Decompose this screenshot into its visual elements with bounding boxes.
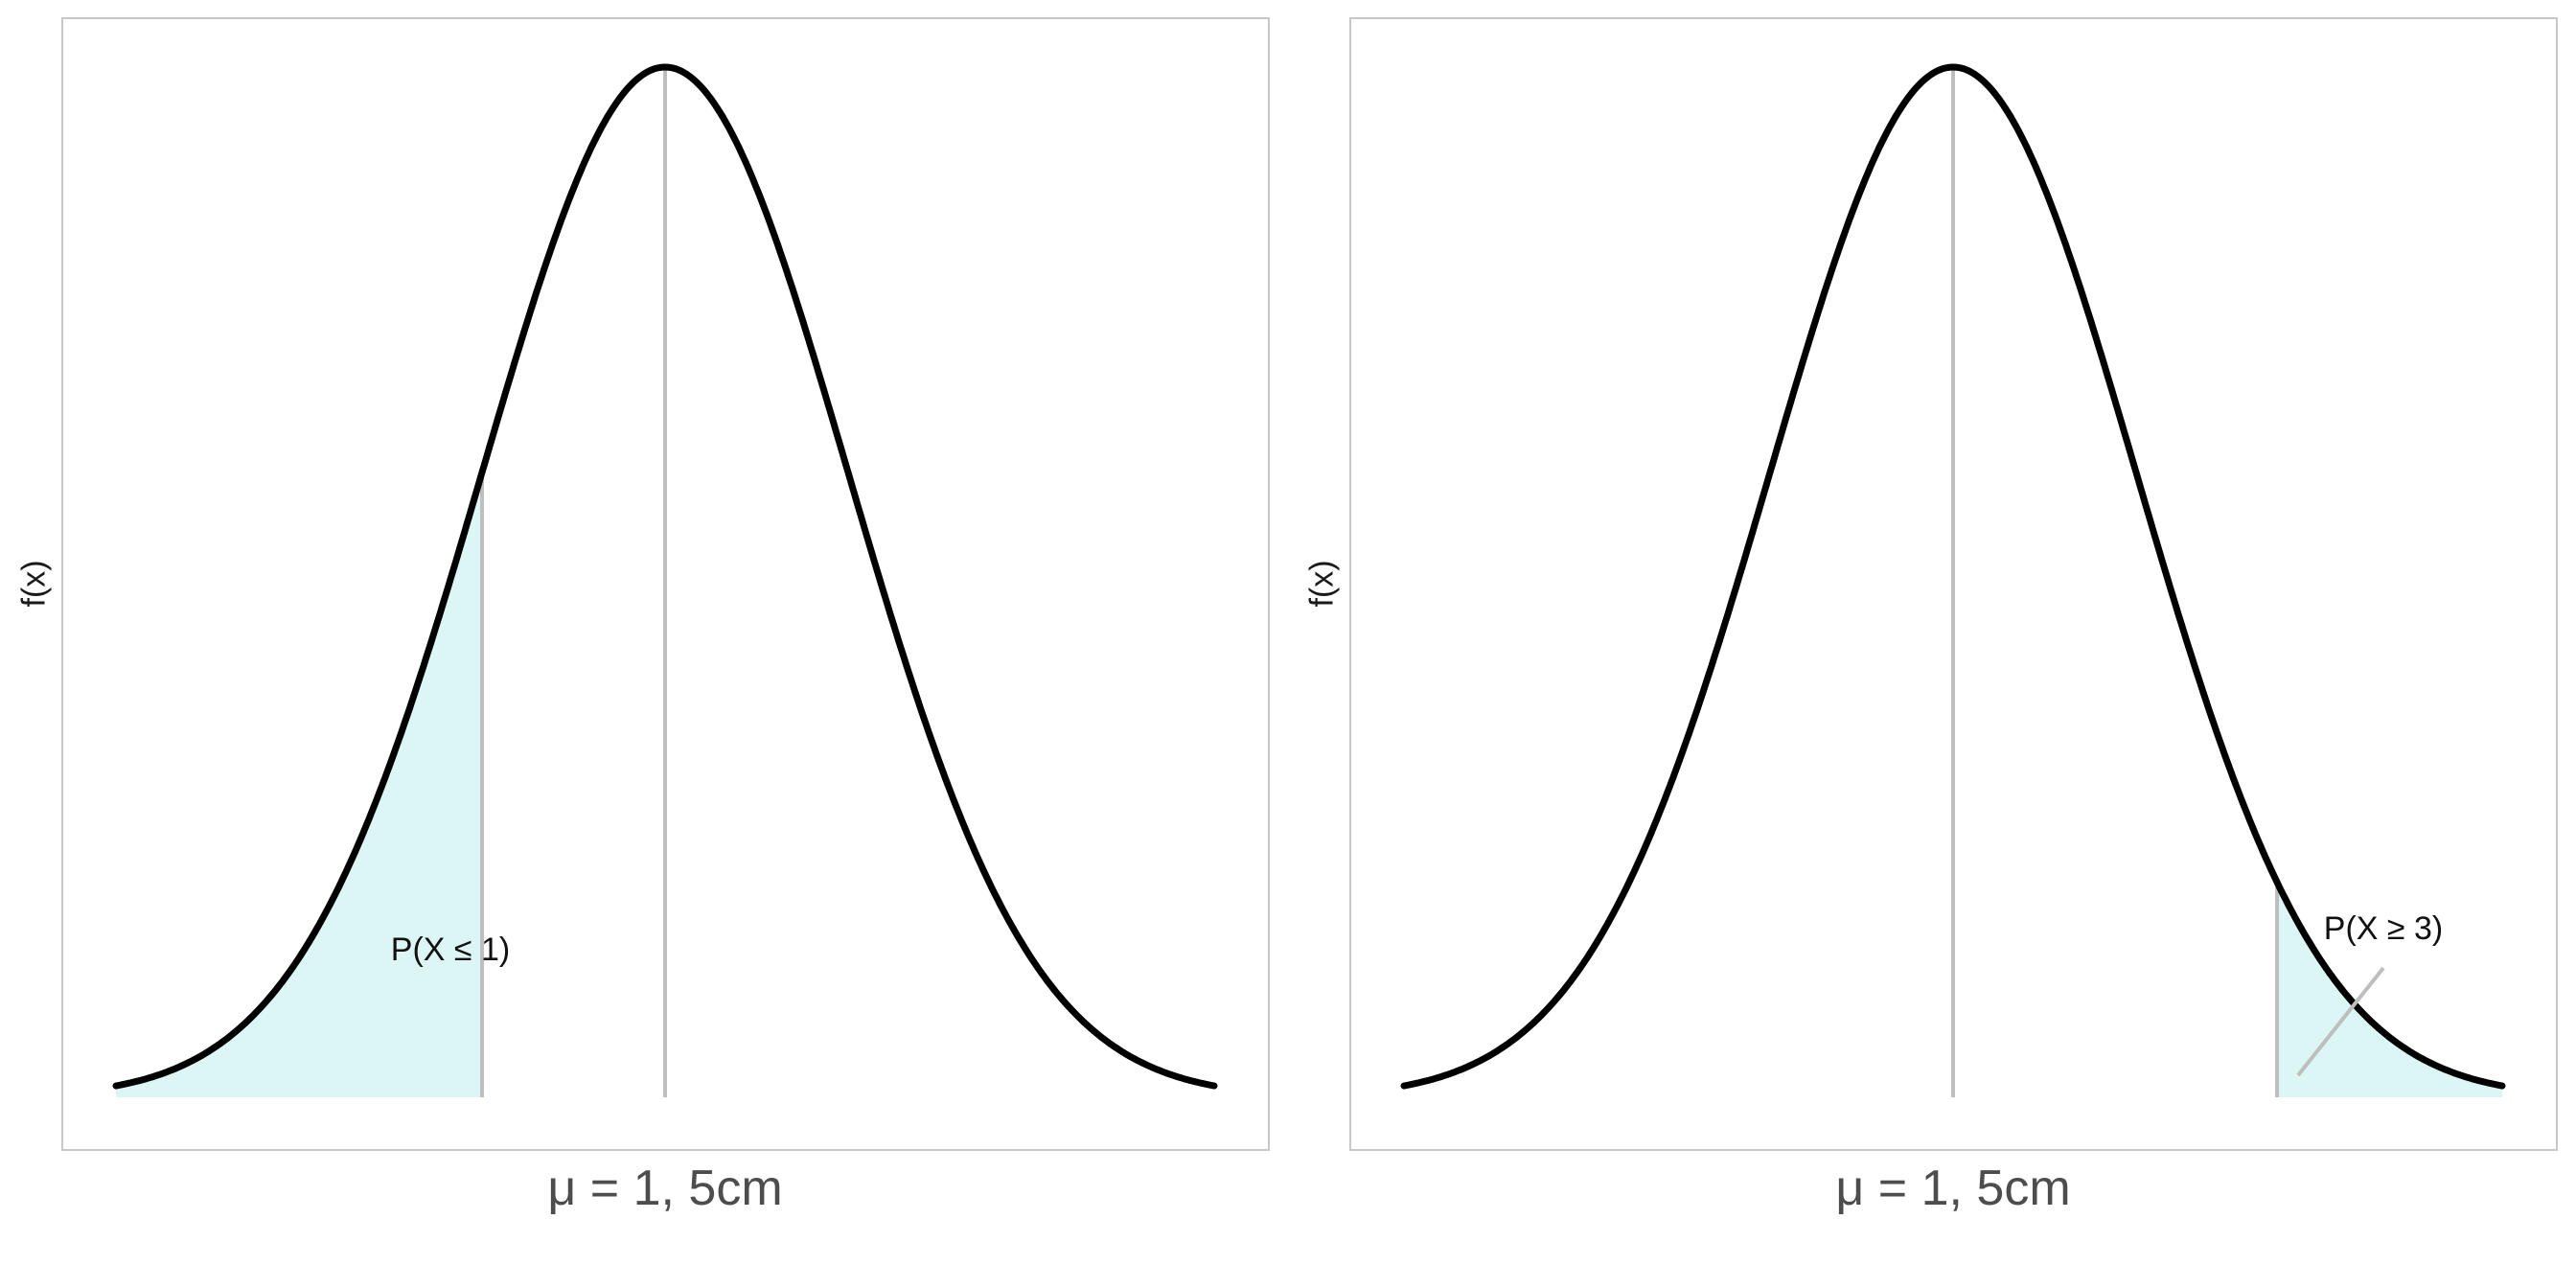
right-chart-plot: P(X ≥ 3): [1349, 17, 2558, 1151]
x-axis-label: μ = 1, 5cm: [1835, 1161, 2071, 1216]
right-chart-panel: f(x) P(X ≥ 3) μ = 1, 5cm: [1288, 0, 2576, 1288]
left-chart-panel: f(x) P(X ≤ 1) μ = 1, 5cm: [16, 17, 1270, 1216]
panel-border: [1349, 17, 2558, 1151]
probability-annotation: P(X ≥ 3): [2324, 910, 2443, 947]
shaded-area: [116, 472, 482, 1097]
shaded-area: [2277, 882, 2502, 1097]
panel-border: [61, 17, 1270, 1151]
x-axis-label: μ = 1, 5cm: [547, 1161, 783, 1216]
density-curve: [1400, 63, 2506, 1090]
probability-annotation: P(X ≤ 1): [391, 932, 510, 968]
annotation-leader-line: [2296, 966, 2385, 1077]
left-chart-plot: P(X ≤ 1): [61, 17, 1270, 1151]
density-curve: [112, 63, 1218, 1090]
